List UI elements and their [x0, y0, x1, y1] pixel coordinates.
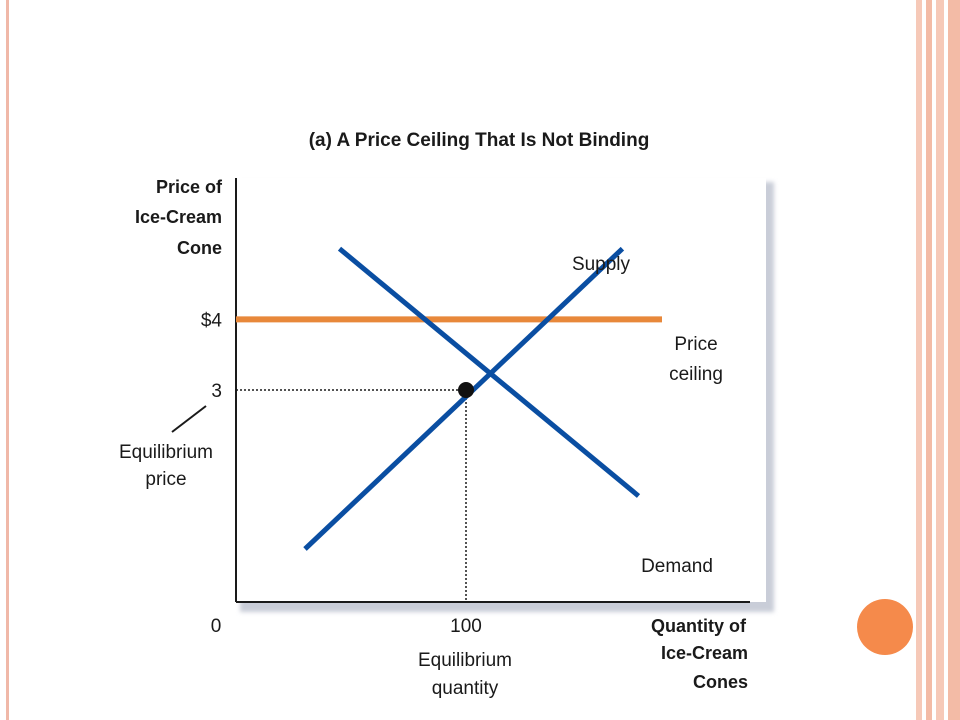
demand-curve — [337, 246, 641, 498]
equilibrium-quantity-label-line-2: quantity — [432, 678, 499, 699]
accent-dot — [857, 599, 913, 655]
y-tick-label-4: $4 — [201, 310, 223, 331]
price-ceiling-label-line-1: Price — [674, 334, 717, 355]
chart-title: (a) A Price Ceiling That Is Not Binding — [309, 130, 650, 151]
x-axis-label-line-1: Quantity of — [651, 616, 747, 636]
price-ceiling-label-line-2: ceiling — [669, 364, 723, 385]
equilibrium-price-pointer — [171, 405, 207, 433]
y-axis-label-line-3: Cone — [177, 238, 222, 258]
x-tick-label-100: 100 — [450, 616, 482, 637]
y-tick-label-3: 3 — [211, 381, 222, 402]
equilibrium-point — [458, 382, 474, 398]
equilibrium-price-label-line-1: Equilibrium — [119, 442, 213, 463]
equilibrium-quantity-label-line-1: Equilibrium — [418, 650, 512, 671]
x-axis-label-line-2: Ice-Cream — [661, 643, 748, 663]
x-tick-label-0: 0 — [211, 616, 222, 637]
y-axis-label-line-2: Ice-Cream — [135, 207, 222, 227]
slide-border-left — [6, 0, 9, 720]
demand-label: Demand — [641, 556, 713, 577]
equilibrium-price-label-line-2: price — [145, 469, 186, 490]
supply-curve — [303, 246, 625, 551]
slide-border-right — [916, 0, 960, 720]
supply-label: Supply — [572, 254, 631, 275]
x-axis-label-line-3: Cones — [693, 672, 748, 692]
y-axis-label-line-1: Price of — [156, 177, 223, 197]
